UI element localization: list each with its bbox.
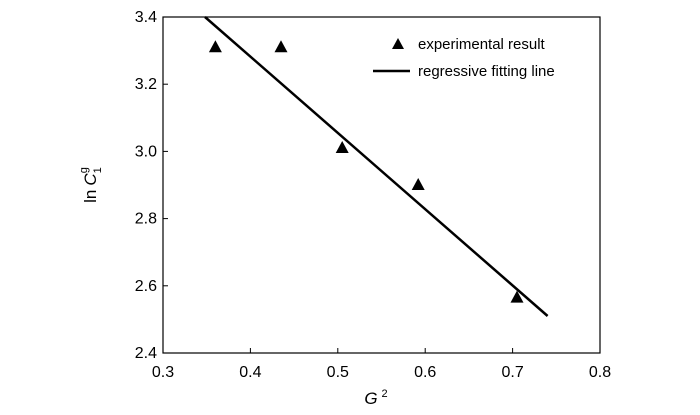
y-axis-title-sup: g xyxy=(78,167,90,173)
x-tick-label: 0.4 xyxy=(239,364,261,381)
x-axis-ticks: 0.3 0.4 0.5 0.6 0.7 0.8 xyxy=(152,348,611,381)
y-axis-title-sub: 1 xyxy=(92,167,104,173)
data-point-triangle xyxy=(510,290,524,303)
y-axis-title: ln C1g xyxy=(78,167,104,203)
x-tick-label: 0.3 xyxy=(152,364,174,381)
regression-line xyxy=(204,16,549,317)
x-tick-label: 0.6 xyxy=(414,364,436,381)
y-axis-ticks: 2.4 2.6 2.8 3.0 3.2 3.4 xyxy=(135,9,168,362)
y-tick-label: 3.2 xyxy=(135,76,157,93)
legend-triangle-marker xyxy=(392,38,404,49)
y-tick-label: 2.8 xyxy=(135,211,157,228)
x-tick-label: 0.7 xyxy=(501,364,523,381)
legend: experimental result regressive fitting l… xyxy=(373,36,555,80)
x-axis-title-sup: 2 xyxy=(382,388,388,400)
legend-label-experimental: experimental result xyxy=(418,36,546,53)
x-axis-title-var: G xyxy=(364,389,377,408)
y-axis-title-var: C xyxy=(81,173,100,186)
y-tick-label: 2.6 xyxy=(135,278,157,295)
x-tick-label: 0.5 xyxy=(327,364,349,381)
plot-marks xyxy=(204,16,549,317)
plot-frame xyxy=(162,16,601,354)
data-point-triangle xyxy=(274,40,288,53)
y-axis-title-prefix: ln xyxy=(81,190,100,203)
data-point-triangle xyxy=(411,178,425,190)
y-tick-label: 2.4 xyxy=(135,345,157,362)
legend-label-fitting: regressive fitting line xyxy=(418,63,555,80)
data-point-triangle xyxy=(335,141,349,153)
x-tick-label: 0.8 xyxy=(589,364,611,381)
y-tick-label: 3.4 xyxy=(135,9,157,26)
data-point-triangle xyxy=(208,40,222,53)
y-tick-label: 3.0 xyxy=(135,143,157,160)
